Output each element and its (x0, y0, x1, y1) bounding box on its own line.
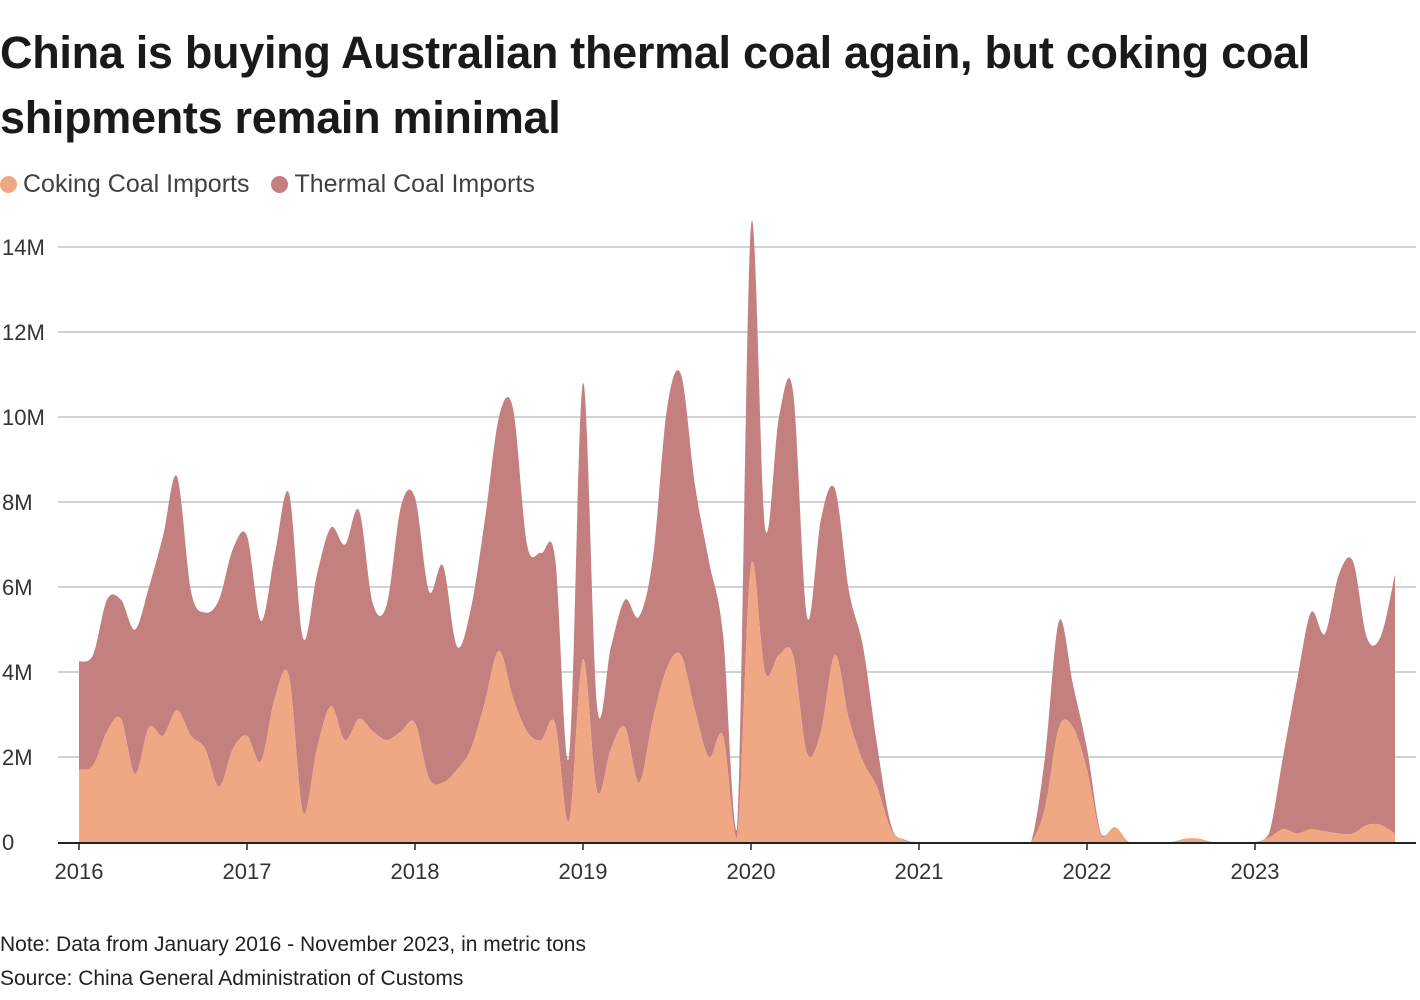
legend-swatch-coking (0, 176, 17, 193)
chart-source: Source: China General Administration of … (0, 967, 464, 990)
x-tick-label: 2018 (391, 859, 440, 884)
x-tick-label: 2019 (559, 859, 608, 884)
y-tick-label: 2M (2, 745, 33, 770)
y-tick-label: 6M (2, 575, 33, 600)
legend-swatch-thermal (271, 176, 289, 193)
x-tick-label: 2020 (727, 859, 776, 884)
y-tick-label: 14M (2, 235, 45, 260)
legend: Coking Coal Imports Thermal Coal Imports (0, 170, 535, 199)
y-tick-label: 8M (2, 490, 33, 515)
y-tick-label: 12M (2, 320, 45, 345)
legend-item-thermal: Thermal Coal Imports (271, 170, 535, 199)
x-tick-label: 2016 (55, 859, 104, 884)
x-tick-label: 2017 (223, 859, 272, 884)
legend-item-coking: Coking Coal Imports (0, 170, 249, 199)
area-thermal-coal (79, 220, 1395, 842)
y-tick-label: 4M (2, 660, 33, 685)
legend-label-coking: Coking Coal Imports (23, 170, 250, 198)
y-tick-label: 10M (2, 405, 45, 430)
x-tick-label: 2022 (1063, 859, 1112, 884)
y-tick-label: 0 (2, 830, 14, 855)
area-coking-coal (79, 561, 1395, 842)
x-tick-label: 2023 (1231, 859, 1280, 884)
chart-title: China is buying Australian thermal coal … (0, 27, 1310, 143)
chart-note: Note: Data from January 2016 - November … (0, 933, 586, 956)
legend-label-thermal: Thermal Coal Imports (294, 170, 535, 198)
x-tick-label: 2021 (895, 859, 944, 884)
